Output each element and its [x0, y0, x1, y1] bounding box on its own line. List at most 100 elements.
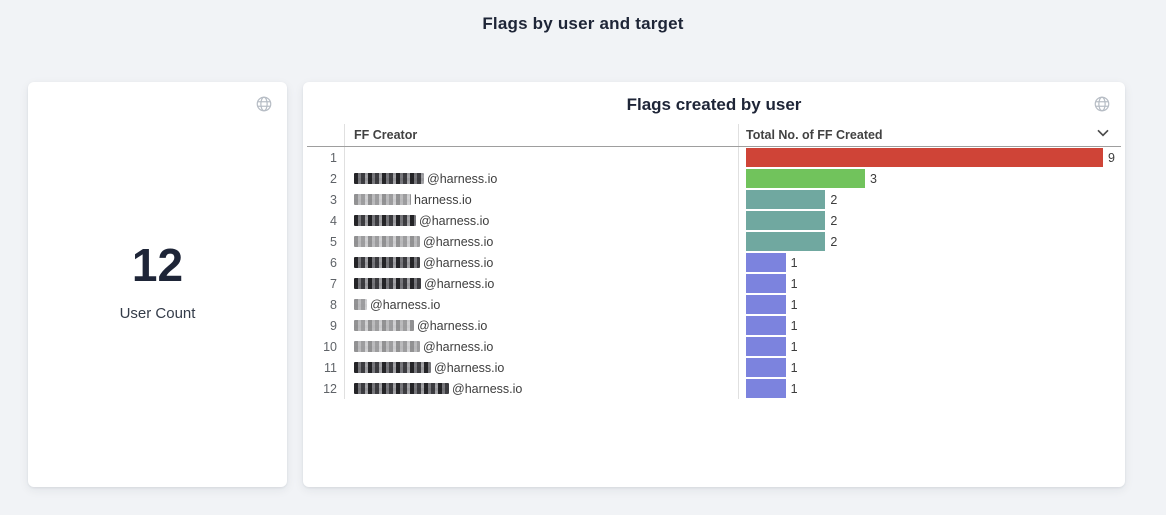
bar-value-label: 1	[790, 276, 798, 291]
row-rank: 11	[324, 360, 337, 375]
row-rank: 10	[323, 339, 337, 354]
ff-count-cell: 1	[738, 378, 1121, 399]
column-header-total-created[interactable]: Total No. of FF Created	[738, 124, 1121, 146]
row-rank: 6	[330, 255, 337, 270]
row-rank: 3	[330, 192, 337, 207]
ff-creator-cell: @harness.io	[344, 378, 738, 399]
redacted-name	[354, 236, 420, 247]
redacted-name	[354, 257, 420, 268]
bar[interactable]	[746, 316, 786, 335]
creator-email-suffix: @harness.io	[452, 381, 523, 396]
bar-value-label: 1	[790, 297, 798, 312]
user-count-widget: 12 User Count	[28, 82, 287, 487]
row-rank: 12	[323, 381, 337, 396]
redacted-name	[354, 173, 424, 184]
row-rank: 2	[330, 171, 337, 186]
creator-email-suffix: @harness.io	[424, 276, 495, 291]
table-row: 7 @harness.io 1	[307, 273, 1121, 294]
widget-title: Flags created by user	[626, 95, 802, 114]
row-rank: 9	[330, 318, 337, 333]
ff-count-cell: 2	[738, 210, 1121, 231]
bar[interactable]	[746, 169, 865, 188]
bar[interactable]	[746, 358, 786, 377]
bar[interactable]	[746, 253, 786, 272]
bar[interactable]	[746, 379, 786, 398]
globe-icon[interactable]	[253, 93, 275, 115]
redacted-name	[354, 341, 420, 352]
table-header-row: FF Creator Total No. of FF Created	[307, 124, 1121, 147]
redacted-name	[354, 362, 431, 373]
ff-creator-cell: @harness.io	[344, 231, 738, 252]
flags-table: FF Creator Total No. of FF Created 1 9 2 @h…	[307, 124, 1121, 399]
bar[interactable]	[746, 190, 826, 209]
ff-count-cell: 1	[738, 273, 1121, 294]
row-rank: 4	[330, 213, 337, 228]
bar-value-label: 2	[830, 213, 838, 228]
row-rank: 5	[330, 234, 337, 249]
bar-value-label: 2	[830, 234, 838, 249]
redacted-name	[354, 194, 411, 205]
bar-value-label: 1	[790, 339, 798, 354]
creator-email-suffix: @harness.io	[423, 339, 494, 354]
ff-creator-cell: @harness.io	[344, 252, 738, 273]
page-title: Flags by user and target	[482, 14, 684, 33]
creator-email-suffix: @harness.io	[434, 360, 505, 375]
globe-icon[interactable]	[1091, 93, 1113, 115]
creator-email-suffix: @harness.io	[423, 255, 494, 270]
column-header-ff-creator[interactable]: FF Creator	[344, 124, 738, 146]
bar-value-label: 3	[870, 171, 877, 186]
table-row: 4 @harness.io 2	[307, 210, 1121, 231]
ff-count-cell: 2	[738, 189, 1121, 210]
user-count-label: User Count	[119, 304, 196, 322]
table-row: 5 @harness.io 2	[307, 231, 1121, 252]
ff-count-cell: 2	[738, 231, 1121, 252]
bar-value-label: 1	[790, 381, 798, 396]
redacted-name	[354, 383, 449, 394]
ff-creator-cell: @harness.io	[344, 357, 738, 378]
bar-value-label: 1	[790, 255, 798, 270]
table-row: 10 @harness.io 1	[307, 336, 1121, 357]
ff-creator-cell: @harness.io	[344, 294, 738, 315]
table-row: 9 @harness.io 1	[307, 315, 1121, 336]
bar-value-label: 9	[1108, 150, 1115, 165]
creator-email-suffix: @harness.io	[417, 318, 488, 333]
ff-creator-cell: @harness.io	[344, 210, 738, 231]
creator-email-suffix: @harness.io	[370, 297, 441, 312]
redacted-name	[354, 215, 416, 226]
redacted-name	[354, 320, 414, 331]
ff-count-cell: 1	[738, 357, 1121, 378]
ff-creator-cell	[344, 147, 738, 168]
ff-creator-cell: @harness.io	[344, 336, 738, 357]
table-row: 6 @harness.io 1	[307, 252, 1121, 273]
bar[interactable]	[746, 232, 826, 251]
user-count-value: 12	[131, 238, 184, 291]
row-rank: 8	[330, 297, 337, 312]
ff-count-cell: 9	[738, 147, 1121, 168]
bar[interactable]	[746, 211, 826, 230]
bar[interactable]	[746, 148, 1103, 167]
row-rank: 7	[330, 276, 337, 291]
bar-value-label: 1	[790, 360, 798, 375]
ff-count-cell: 3	[738, 168, 1121, 189]
bar[interactable]	[746, 337, 786, 356]
bar[interactable]	[746, 295, 786, 314]
table-row: 2 @harness.io 3	[307, 168, 1121, 189]
redacted-name	[354, 299, 367, 310]
table-row: 12 @harness.io 1	[307, 378, 1121, 399]
chevron-down-icon[interactable]	[1097, 129, 1109, 137]
ff-creator-cell: @harness.io	[344, 315, 738, 336]
flags-created-widget: Flags created by user FF Creator Total N…	[303, 82, 1125, 487]
redacted-name	[354, 278, 421, 289]
ff-creator-cell: harness.io	[344, 189, 738, 210]
table-body: 1 9 2 @harness.io 3 3 harness.io 2 4 @harness.io 2…	[307, 147, 1121, 399]
table-row: 11 @harness.io 1	[307, 357, 1121, 378]
ff-count-cell: 1	[738, 336, 1121, 357]
table-row: 3 harness.io 2	[307, 189, 1121, 210]
column-header-total-label: Total No. of FF Created	[746, 128, 883, 142]
bar-value-label: 2	[830, 192, 838, 207]
creator-email-suffix: @harness.io	[427, 171, 498, 186]
ff-creator-cell: @harness.io	[344, 273, 738, 294]
bar[interactable]	[746, 274, 786, 293]
ff-count-cell: 1	[738, 252, 1121, 273]
